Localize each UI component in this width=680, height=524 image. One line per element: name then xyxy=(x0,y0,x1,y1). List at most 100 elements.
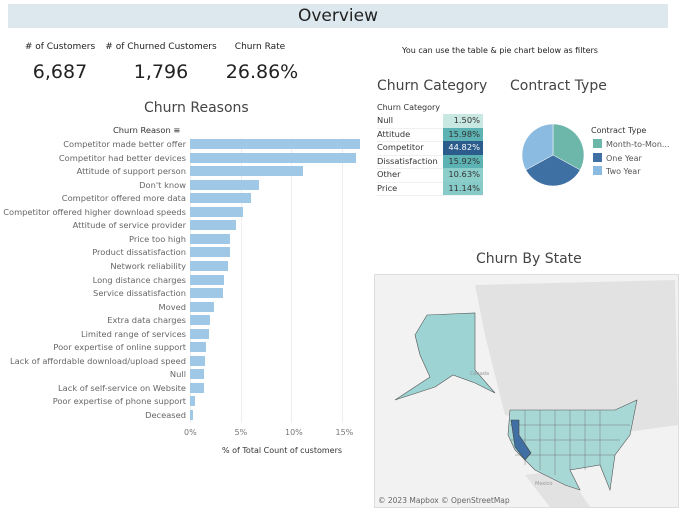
legend-item[interactable]: Month-to-Mon... xyxy=(593,139,670,149)
category-name: Other xyxy=(377,169,401,179)
bar-label[interactable]: Attitude of service provider xyxy=(72,220,186,231)
pie-slice[interactable] xyxy=(521,123,554,171)
x-tick-label: 5% xyxy=(234,428,248,437)
category-row[interactable]: Dissatisfaction 15.92% xyxy=(377,154,483,169)
category-row[interactable]: Null 1.50% xyxy=(377,114,483,129)
category-name: Price xyxy=(377,182,398,193)
legend-item[interactable]: Two Year xyxy=(593,166,640,176)
legend-label: Month-to-Mon... xyxy=(606,140,670,149)
category-name: Attitude xyxy=(377,128,411,139)
bar-label[interactable]: Competitor offered more data xyxy=(61,193,186,204)
legend-label: Two Year xyxy=(606,167,641,176)
x-tick-label: 15% xyxy=(335,428,354,437)
churn-by-state-title: Churn By State xyxy=(476,251,582,267)
bar-label[interactable]: Price too high xyxy=(128,233,186,244)
gridline xyxy=(240,138,242,423)
legend-swatch xyxy=(593,166,602,175)
churn-category-title: Churn Category xyxy=(377,78,488,94)
x-tick-label: 0% xyxy=(184,428,197,437)
bar-label[interactable]: Competitor offered higher download speed… xyxy=(3,206,186,217)
bar-label[interactable]: Lack of self-service on Website xyxy=(58,382,186,393)
bar-label[interactable]: Moved xyxy=(158,301,186,312)
bar[interactable] xyxy=(190,342,207,353)
category-value[interactable]: 15.98% xyxy=(443,127,483,141)
bar[interactable] xyxy=(190,220,237,231)
bar-label[interactable]: Network reliability xyxy=(110,260,186,271)
bar[interactable] xyxy=(190,274,225,285)
x-axis-title: % of Total Count of customers xyxy=(222,446,343,455)
category-name: Competitor xyxy=(377,142,424,152)
bar-label[interactable]: Service dissatisfaction xyxy=(93,288,186,299)
bar-label[interactable]: Competitor had better devices xyxy=(58,152,186,163)
bar[interactable] xyxy=(190,315,211,326)
canada-label: Canada xyxy=(470,371,489,377)
bar[interactable] xyxy=(190,179,259,190)
churn-reason-header[interactable]: Churn Reason ≡ xyxy=(113,125,180,135)
pie-slice[interactable] xyxy=(552,123,585,171)
bar-label[interactable]: Deceased xyxy=(145,410,186,420)
category-row[interactable]: Competitor 44.82% xyxy=(377,141,483,156)
bar[interactable] xyxy=(190,355,206,366)
kpi-churned-label: # of Churned Customers xyxy=(105,42,217,52)
legend-item[interactable]: One Year xyxy=(593,152,642,163)
filter-note: You can use the table & pie chart below … xyxy=(402,46,598,55)
sort-descending-icon[interactable]: ≡ xyxy=(173,125,181,135)
mexico-label: Mexico xyxy=(535,481,552,487)
category-row[interactable]: Other 10.63% xyxy=(377,168,483,183)
legend-swatch xyxy=(593,152,602,162)
bar[interactable] xyxy=(190,396,196,407)
gridline xyxy=(291,138,292,423)
bar-label[interactable]: Product dissatisfaction xyxy=(92,247,186,258)
bar[interactable] xyxy=(190,288,224,299)
axis-title: Churn Reason xyxy=(113,125,171,135)
contract-pie-chart[interactable] xyxy=(518,120,588,190)
bar[interactable] xyxy=(190,166,304,177)
legend-title: Contract Type xyxy=(591,126,647,135)
bar-label[interactable]: Attitude of support person xyxy=(76,166,186,177)
kpi-churned-value: 1,796 xyxy=(133,61,189,83)
mexico-landmass xyxy=(525,470,590,507)
kpi-customers-value: 6,687 xyxy=(32,61,88,83)
bar[interactable] xyxy=(190,410,194,420)
bar-label[interactable]: Lack of affordable download/upload speed xyxy=(9,355,186,366)
bar-label[interactable]: Null xyxy=(169,369,186,380)
dashboard-title: Overview xyxy=(8,4,668,28)
bar[interactable] xyxy=(190,233,231,244)
bar-label[interactable]: Extra data charges xyxy=(107,315,186,326)
x-tick-label: 10% xyxy=(285,428,303,437)
churn-reasons-title: Churn Reasons xyxy=(144,100,249,116)
category-row[interactable]: Attitude 15.98% xyxy=(377,127,483,142)
kpi-rate-value: 26.86% xyxy=(225,61,299,83)
bar[interactable] xyxy=(190,152,356,163)
bar[interactable] xyxy=(190,206,243,217)
category-name: Dissatisfaction xyxy=(377,155,438,166)
category-row[interactable]: Price 11.14% xyxy=(377,181,483,196)
category-value[interactable]: 10.63% xyxy=(443,168,483,182)
map-attribution: © 2023 Mapbox © OpenStreetMap xyxy=(378,496,510,505)
bar[interactable] xyxy=(190,260,229,271)
churn-by-state-map[interactable]: Canada Mexico © 2023 Mapbox © OpenStreet… xyxy=(374,274,679,508)
bar[interactable] xyxy=(190,328,210,339)
bar[interactable] xyxy=(190,301,215,312)
kpi-customers-label: # of Customers xyxy=(24,42,96,52)
bar-label[interactable]: Poor expertise of phone support xyxy=(52,396,186,407)
bar-label[interactable]: Don't know xyxy=(139,179,186,190)
bar-label[interactable]: Competitor made better offer xyxy=(63,139,186,149)
bar[interactable] xyxy=(190,369,205,380)
category-value[interactable]: 44.82% xyxy=(443,141,483,155)
bar-label[interactable]: Long distance charges xyxy=(92,274,186,285)
kpi-rate-label: Churn Rate xyxy=(234,42,286,52)
legend-swatch xyxy=(593,139,602,148)
gridline xyxy=(341,138,343,423)
bar[interactable] xyxy=(190,139,360,149)
category-value[interactable]: 15.92% xyxy=(443,154,483,168)
category-value[interactable]: 11.14% xyxy=(443,181,483,195)
category-value[interactable]: 1.50% xyxy=(443,114,483,128)
contract-type-title: Contract Type xyxy=(510,78,607,94)
bar-label[interactable]: Poor expertise of online support xyxy=(53,342,186,353)
bar[interactable] xyxy=(190,193,251,204)
bar[interactable] xyxy=(190,247,231,258)
bar[interactable] xyxy=(190,382,205,393)
bar-label[interactable]: Limited range of services xyxy=(80,328,186,339)
category-name: Null xyxy=(377,115,394,125)
